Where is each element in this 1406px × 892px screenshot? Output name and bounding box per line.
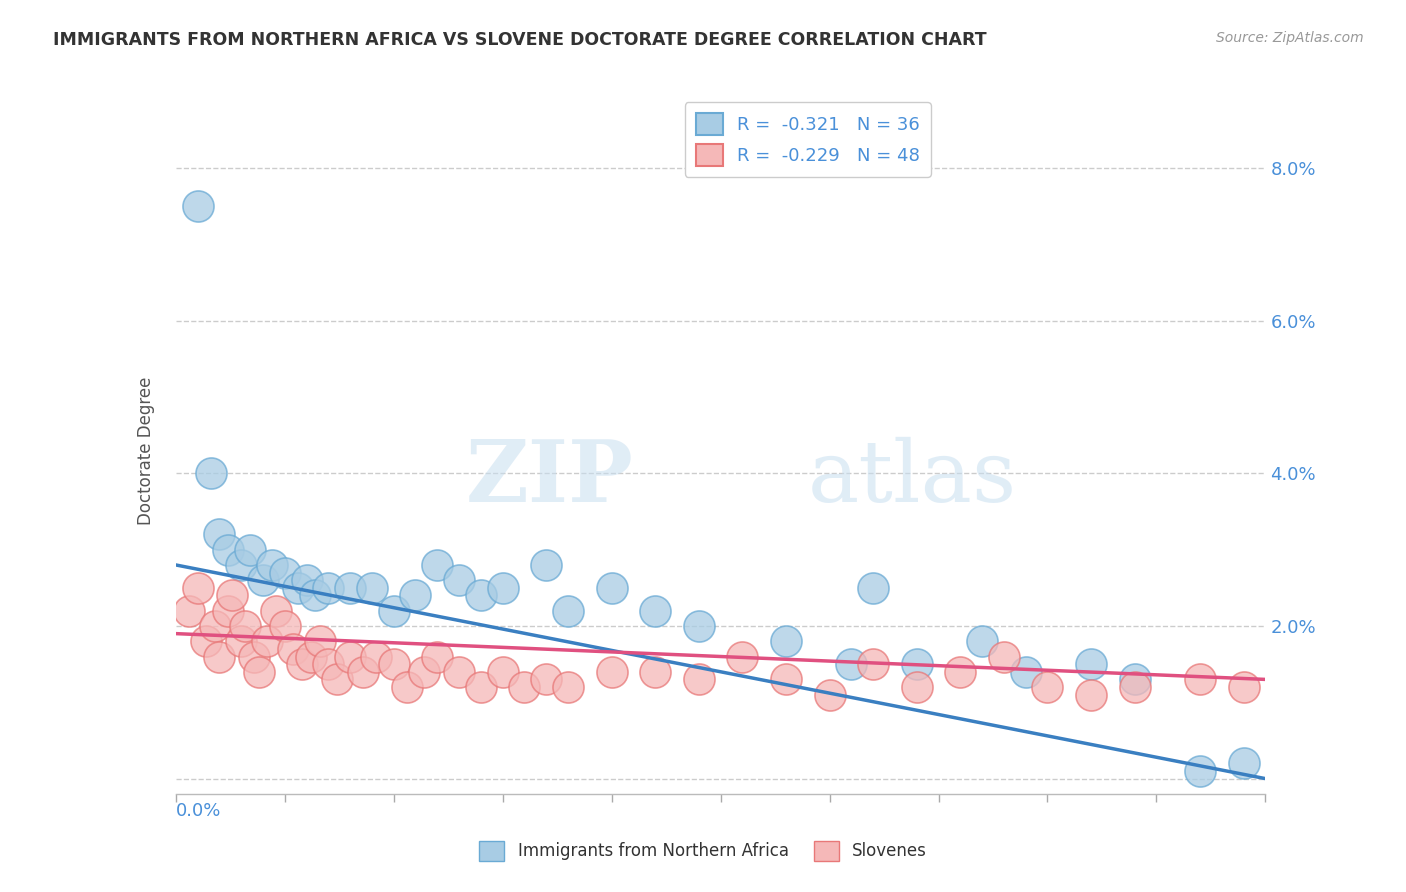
Point [256, 634, 278, 648]
Point [186, 581, 209, 595]
Point [1189, 673, 1212, 687]
Point [318, 657, 340, 672]
Point [970, 634, 993, 648]
Point [818, 688, 841, 702]
Point [557, 604, 579, 618]
Point [688, 619, 710, 633]
Point [200, 467, 222, 481]
Point [949, 665, 972, 679]
Point [318, 581, 340, 595]
Point [287, 581, 309, 595]
Text: Source: ZipAtlas.com: Source: ZipAtlas.com [1216, 31, 1364, 45]
Point [243, 649, 266, 664]
Point [360, 581, 382, 595]
Point [1015, 665, 1038, 679]
Point [291, 657, 314, 672]
Point [326, 673, 349, 687]
Point [221, 589, 243, 603]
Point [993, 649, 1015, 664]
Point [1123, 673, 1146, 687]
Point [366, 649, 388, 664]
Point [905, 680, 928, 694]
Point [339, 581, 361, 595]
Point [283, 641, 305, 656]
Point [177, 604, 200, 618]
Point [295, 573, 318, 587]
Point [1232, 756, 1256, 771]
Point [1189, 764, 1212, 778]
Point [534, 558, 557, 572]
Point [208, 649, 231, 664]
Point [775, 673, 797, 687]
Point [239, 542, 262, 557]
Point [492, 581, 515, 595]
Point [352, 665, 374, 679]
Point [1080, 688, 1102, 702]
Point [252, 573, 274, 587]
Point [644, 665, 666, 679]
Point [217, 604, 239, 618]
Point [470, 680, 492, 694]
Point [405, 589, 427, 603]
Point [447, 665, 470, 679]
Point [644, 604, 666, 618]
Point [304, 589, 326, 603]
Point [308, 634, 330, 648]
Point [208, 527, 231, 541]
Y-axis label: Doctorate Degree: Doctorate Degree [136, 376, 155, 524]
Point [426, 649, 449, 664]
Point [492, 665, 515, 679]
Point [1036, 680, 1059, 694]
Point [195, 634, 218, 648]
Point [395, 680, 418, 694]
Legend: R =  -0.321   N = 36, R =  -0.229   N = 48: R = -0.321 N = 36, R = -0.229 N = 48 [685, 103, 931, 178]
Point [186, 199, 209, 213]
Point [339, 649, 361, 664]
Point [382, 657, 405, 672]
Point [217, 542, 239, 557]
Point [235, 619, 257, 633]
Point [905, 657, 928, 672]
Point [447, 573, 470, 587]
Point [841, 657, 863, 672]
Point [231, 634, 253, 648]
Point [470, 589, 492, 603]
Point [260, 558, 283, 572]
Text: IMMIGRANTS FROM NORTHERN AFRICA VS SLOVENE DOCTORATE DEGREE CORRELATION CHART: IMMIGRANTS FROM NORTHERN AFRICA VS SLOVE… [53, 31, 987, 49]
Point [231, 558, 253, 572]
Text: ZIP: ZIP [465, 436, 633, 520]
Point [862, 657, 884, 672]
Point [775, 634, 797, 648]
Point [534, 673, 557, 687]
Point [274, 566, 297, 580]
Point [557, 680, 579, 694]
Text: atlas: atlas [807, 436, 1017, 519]
Point [731, 649, 754, 664]
Point [513, 680, 536, 694]
Point [1080, 657, 1102, 672]
Point [600, 665, 623, 679]
Point [862, 581, 884, 595]
Point [1123, 680, 1146, 694]
Point [600, 581, 623, 595]
Point [204, 619, 226, 633]
Point [688, 673, 710, 687]
Point [382, 604, 405, 618]
Point [274, 619, 297, 633]
Point [426, 558, 449, 572]
Text: 0.0%: 0.0% [176, 802, 221, 820]
Point [413, 665, 436, 679]
Legend: Immigrants from Northern Africa, Slovenes: Immigrants from Northern Africa, Slovene… [472, 834, 934, 868]
Point [299, 649, 322, 664]
Point [247, 665, 270, 679]
Point [264, 604, 287, 618]
Point [1232, 680, 1256, 694]
